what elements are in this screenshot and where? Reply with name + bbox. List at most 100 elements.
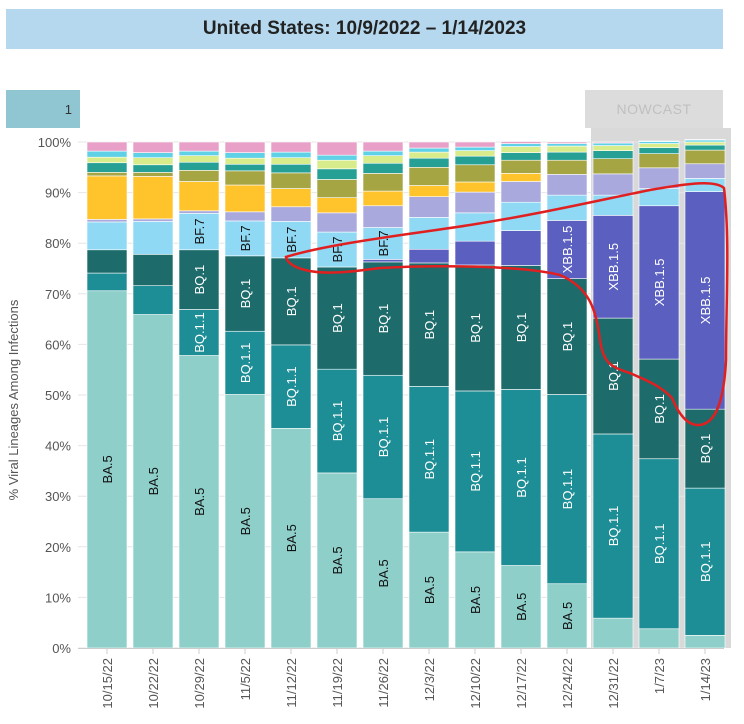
bar-segment-bq-1-1[interactable] [638,458,680,630]
bar-segment-ba-2[interactable] [500,143,542,147]
bar-segment-ba-2-75-2[interactable] [178,155,220,163]
bar-segment-ba-5[interactable] [362,498,404,649]
bar-segment-bf-7[interactable] [316,231,358,268]
bar-segment-ba-2[interactable] [178,150,220,156]
bar-segment-bq-1-1[interactable] [224,330,266,395]
bar-segment-ba-4-6[interactable] [316,168,358,180]
bar-segment-ba-5-2-6[interactable] [408,196,450,218]
bar-segment-bn-1[interactable] [362,190,404,207]
bar-segment-xbb-1-5[interactable] [362,259,404,263]
bar-segment-ba-2-75[interactable] [316,179,358,198]
bar-segment-ba-5[interactable] [178,355,220,649]
bar-segment-ba-5-2-6[interactable] [86,219,128,223]
bar-segment-ba-4-6[interactable] [546,151,588,161]
bar-segment-ba-5[interactable] [408,531,450,649]
bar-segment-other[interactable] [362,141,404,152]
bar-segment-ba-5-2-6[interactable] [454,191,496,214]
bar-segment-bf-7[interactable] [362,227,404,260]
bar-segment-bf-7[interactable] [178,213,220,251]
bar-segment-bn-1[interactable] [270,188,312,208]
bar-segment-bq-1-1[interactable] [362,374,404,500]
nowcast-button[interactable]: NOWCAST [585,90,723,128]
bar-segment-ba-4-6[interactable] [684,144,726,151]
bar-segment-other[interactable] [224,141,266,153]
bar-segment-other[interactable] [546,141,588,144]
bar-segment-ba-2-75-2[interactable] [592,145,634,151]
bar-segment-bq-1-1[interactable] [132,285,174,315]
bar-segment-ba-4-6[interactable] [638,147,680,154]
bar-segment-ba-2-75-2[interactable] [362,155,404,164]
bar-segment-ba-5[interactable] [638,628,680,649]
bar-segment-ba-2-75-2[interactable] [86,156,128,164]
bar-segment-other[interactable] [178,141,220,152]
bar-segment-ba-4-6[interactable] [178,161,220,171]
bar-segment-bq-1-1[interactable] [408,386,450,533]
bar-segment-bq-1[interactable] [638,358,680,460]
bar-segment-ba-4-6[interactable] [592,150,634,159]
bar-segment-bq-1[interactable] [178,249,220,310]
bar-segment-ba-2-75-2[interactable] [684,141,726,146]
bar-segment-ba-2-75[interactable] [362,173,404,192]
bar-segment-ba-5[interactable] [224,394,266,649]
bar-segment-ba-2-75-2[interactable] [224,157,266,165]
bar-segment-ba-4-6[interactable] [86,162,128,173]
bar-segment-ba-2[interactable] [638,141,680,144]
bar-segment-ba-2-75-2[interactable] [546,145,588,153]
bar-segment-bq-1-1[interactable] [500,389,542,566]
bar-segment-ba-2-75[interactable] [408,167,450,186]
bar-segment-ba-4-6[interactable] [270,163,312,174]
bar-segment-ba-2[interactable] [362,150,404,156]
bar-segment-bq-1[interactable] [362,261,404,376]
bar-segment-ba-2-75-2[interactable] [132,157,174,166]
bar-segment-bq-1[interactable] [408,262,450,387]
bar-segment-ba-2[interactable] [224,152,266,159]
bar-segment-ba-5-2-6[interactable] [500,181,542,203]
bar-segment-ba-2-75[interactable] [454,164,496,183]
bar-segment-other[interactable] [638,140,680,142]
bar-segment-ba-2-75-2[interactable] [454,150,496,157]
bar-segment-other[interactable] [408,141,450,149]
bar-segment-ba-2[interactable] [316,154,358,161]
bar-segment-ba-2-75-2[interactable] [408,151,450,159]
bar-segment-ba-2-75[interactable] [132,172,174,177]
bar-segment-ba-4-6[interactable] [408,157,450,168]
bar-segment-other[interactable] [454,141,496,148]
bar-segment-bq-1-1[interactable] [178,309,220,356]
bar-segment-ba-2-75[interactable] [178,170,220,182]
bar-segment-ba-5-2-6[interactable] [592,173,634,196]
bar-segment-xbb-1-5[interactable] [684,191,726,410]
bar-segment-xbb-1-5[interactable] [408,248,450,264]
bar-segment-ba-5[interactable] [592,617,634,649]
bar-segment-bq-1[interactable] [224,255,266,332]
bar-segment-other[interactable] [86,141,128,152]
bar-segment-bn-1[interactable] [178,181,220,212]
bar-segment-ba-4-6[interactable] [362,162,404,174]
count-input[interactable]: 1 [6,90,80,128]
bar-segment-other[interactable] [684,139,726,141]
bar-segment-ba-2[interactable] [86,150,128,158]
bar-segment-xbb-1-5[interactable] [500,230,542,266]
bar-segment-ba-5[interactable] [684,635,726,649]
bar-segment-ba-2[interactable] [454,146,496,151]
bar-segment-ba-4-6[interactable] [454,155,496,166]
bar-segment-ba-2[interactable] [684,139,726,143]
bar-segment-ba-4-6[interactable] [224,163,266,172]
bar-segment-ba-2[interactable] [408,147,450,153]
bar-segment-bf-7[interactable] [86,221,128,251]
bar-segment-ba-2-75[interactable] [86,172,128,177]
bar-segment-ba-2-75[interactable] [638,153,680,169]
bar-segment-other[interactable] [132,141,174,153]
bar-segment-ba-5-2-6[interactable] [224,211,266,222]
bar-segment-ba-2-75[interactable] [684,149,726,165]
bar-segment-ba-2-75-2[interactable] [270,157,312,165]
bar-segment-other[interactable] [592,141,634,144]
bar-segment-other[interactable] [270,141,312,153]
bar-segment-ba-2[interactable] [132,152,174,158]
bar-segment-bq-1-1[interactable] [454,390,496,553]
bar-segment-bq-1-1[interactable] [684,487,726,636]
bar-segment-ba-2-75[interactable] [224,170,266,186]
bar-segment-xbb-1-5[interactable] [454,240,496,266]
bar-segment-bq-1[interactable] [132,254,174,287]
bar-segment-bn-1[interactable] [224,184,266,213]
bar-segment-other[interactable] [500,141,542,144]
